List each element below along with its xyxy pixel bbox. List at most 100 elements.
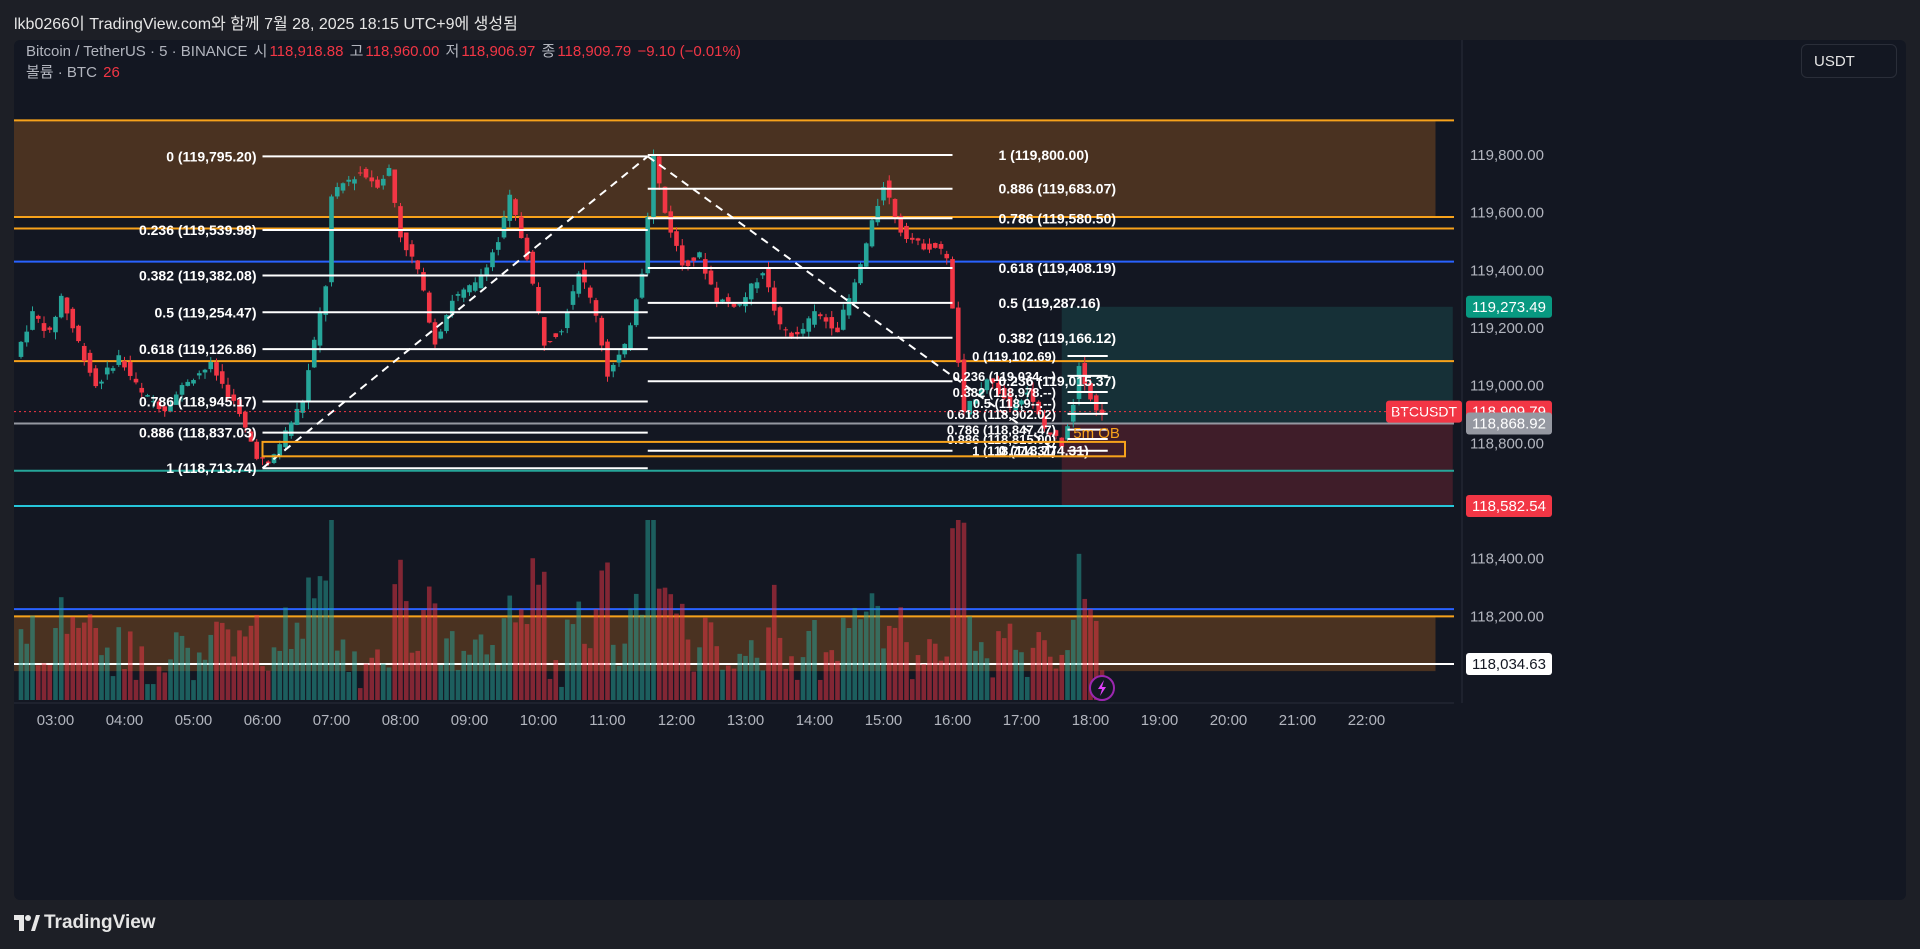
volume-bar	[777, 637, 783, 700]
candle	[777, 307, 783, 325]
fib-level-label: 0.382 (119,166.12)	[999, 330, 1117, 346]
candle	[461, 289, 467, 298]
candle	[392, 169, 398, 203]
candle	[334, 187, 340, 197]
candle	[996, 382, 1001, 394]
volume-bar	[225, 629, 231, 700]
candle	[380, 178, 386, 186]
volume-bar	[242, 636, 248, 700]
volume-bar	[208, 634, 214, 700]
volume-bar	[691, 671, 697, 700]
volume-bar	[277, 650, 283, 700]
volume-bar	[260, 666, 265, 700]
candle	[455, 294, 461, 296]
volume-bar	[938, 660, 944, 700]
volume-bar	[1053, 668, 1059, 700]
volume-bar	[104, 647, 110, 700]
volume-bar	[162, 672, 168, 700]
volume-bar	[122, 669, 127, 700]
volume-bar	[369, 657, 375, 700]
volume-bar	[202, 659, 208, 700]
candle	[651, 155, 656, 218]
candle	[1053, 430, 1059, 436]
volume-bar	[858, 619, 863, 700]
volume-bar	[311, 598, 317, 700]
candle	[714, 287, 720, 303]
volume-bar	[306, 577, 311, 700]
volume-bar	[800, 657, 806, 700]
volume-bar	[461, 650, 467, 700]
volume-bar	[283, 607, 288, 700]
candle	[955, 307, 961, 363]
candle	[921, 243, 927, 250]
candle	[306, 370, 311, 403]
candle	[426, 292, 432, 323]
volume-bar	[812, 619, 817, 700]
volume-bar	[231, 656, 237, 700]
candle	[260, 457, 265, 459]
fib-level-label: 0.886 (119,683.07)	[999, 181, 1117, 197]
volume-bar	[403, 601, 409, 700]
candle	[93, 368, 99, 387]
candle	[950, 259, 955, 309]
price-chart[interactable]: 0 (119,795.20) 0.236 (119,539.98) 0.382 (1…	[14, 40, 1906, 900]
price-tag	[1466, 295, 1552, 318]
candle	[771, 287, 777, 311]
volume-bar	[47, 664, 53, 700]
fib-level-label: 1 (118,713.74)	[166, 460, 256, 476]
volume-bar	[513, 622, 518, 700]
fib-level-label: 0.236 (119,034.--)	[953, 369, 1056, 384]
currency-button[interactable]: USDT	[1801, 44, 1897, 78]
volume-bar	[472, 639, 478, 700]
candle	[789, 332, 794, 337]
candle	[35, 315, 41, 319]
candle	[386, 168, 392, 176]
candle	[495, 242, 501, 250]
candle	[973, 399, 978, 404]
candle	[219, 371, 225, 384]
candle	[490, 252, 495, 268]
volume-bar	[490, 645, 495, 700]
volume-bar	[518, 609, 524, 700]
volume-bar	[127, 631, 133, 700]
volume-bar	[915, 655, 921, 700]
candle	[162, 406, 168, 412]
chart-panel[interactable]: 0 (119,795.20) 0.236 (119,539.98) 0.382 (1…	[14, 40, 1906, 900]
candle	[53, 316, 58, 333]
volume-bar	[484, 654, 490, 700]
volume-bar	[1065, 650, 1070, 700]
volume-bar	[720, 669, 725, 700]
symbol-legend[interactable]: Bitcoin / TetherUS · 5 · BINANCE 시 118,91…	[26, 40, 743, 61]
volume-bar	[179, 635, 185, 700]
candle	[536, 286, 541, 312]
volume-bar	[30, 615, 35, 700]
fib-level-label: 0 (119,795.20)	[166, 148, 256, 164]
volume-bar	[973, 650, 978, 700]
volume-bar	[478, 634, 484, 700]
volume-legend[interactable]: 볼륨 · BTC 26	[26, 61, 122, 82]
tradingview-footer[interactable]: TradingView	[14, 912, 156, 934]
candle	[1007, 394, 1013, 407]
candle	[869, 220, 875, 247]
volume-bar	[81, 622, 87, 700]
candle	[754, 282, 760, 289]
volume-bar	[87, 614, 93, 700]
candle	[231, 394, 237, 401]
fib-level-label: 0.786 (119,580.50)	[999, 210, 1117, 226]
volume-bar	[1024, 676, 1030, 700]
volume-bar	[961, 522, 967, 700]
candle	[150, 401, 156, 403]
volume-bar	[904, 642, 909, 700]
price-tick-label: 119,800.00	[1470, 147, 1544, 164]
time-tick-label: 11:00	[589, 712, 625, 729]
volume-bar	[662, 587, 668, 700]
candle	[444, 315, 449, 332]
fib-level-label: 0.5 (118,9--.--)	[973, 396, 1056, 411]
volume-bar	[501, 618, 507, 700]
candle	[127, 361, 133, 376]
volume-bar	[357, 688, 363, 700]
candle	[783, 329, 789, 331]
candle	[265, 461, 271, 464]
volume-bar	[852, 607, 858, 700]
volume-bar	[817, 679, 823, 700]
